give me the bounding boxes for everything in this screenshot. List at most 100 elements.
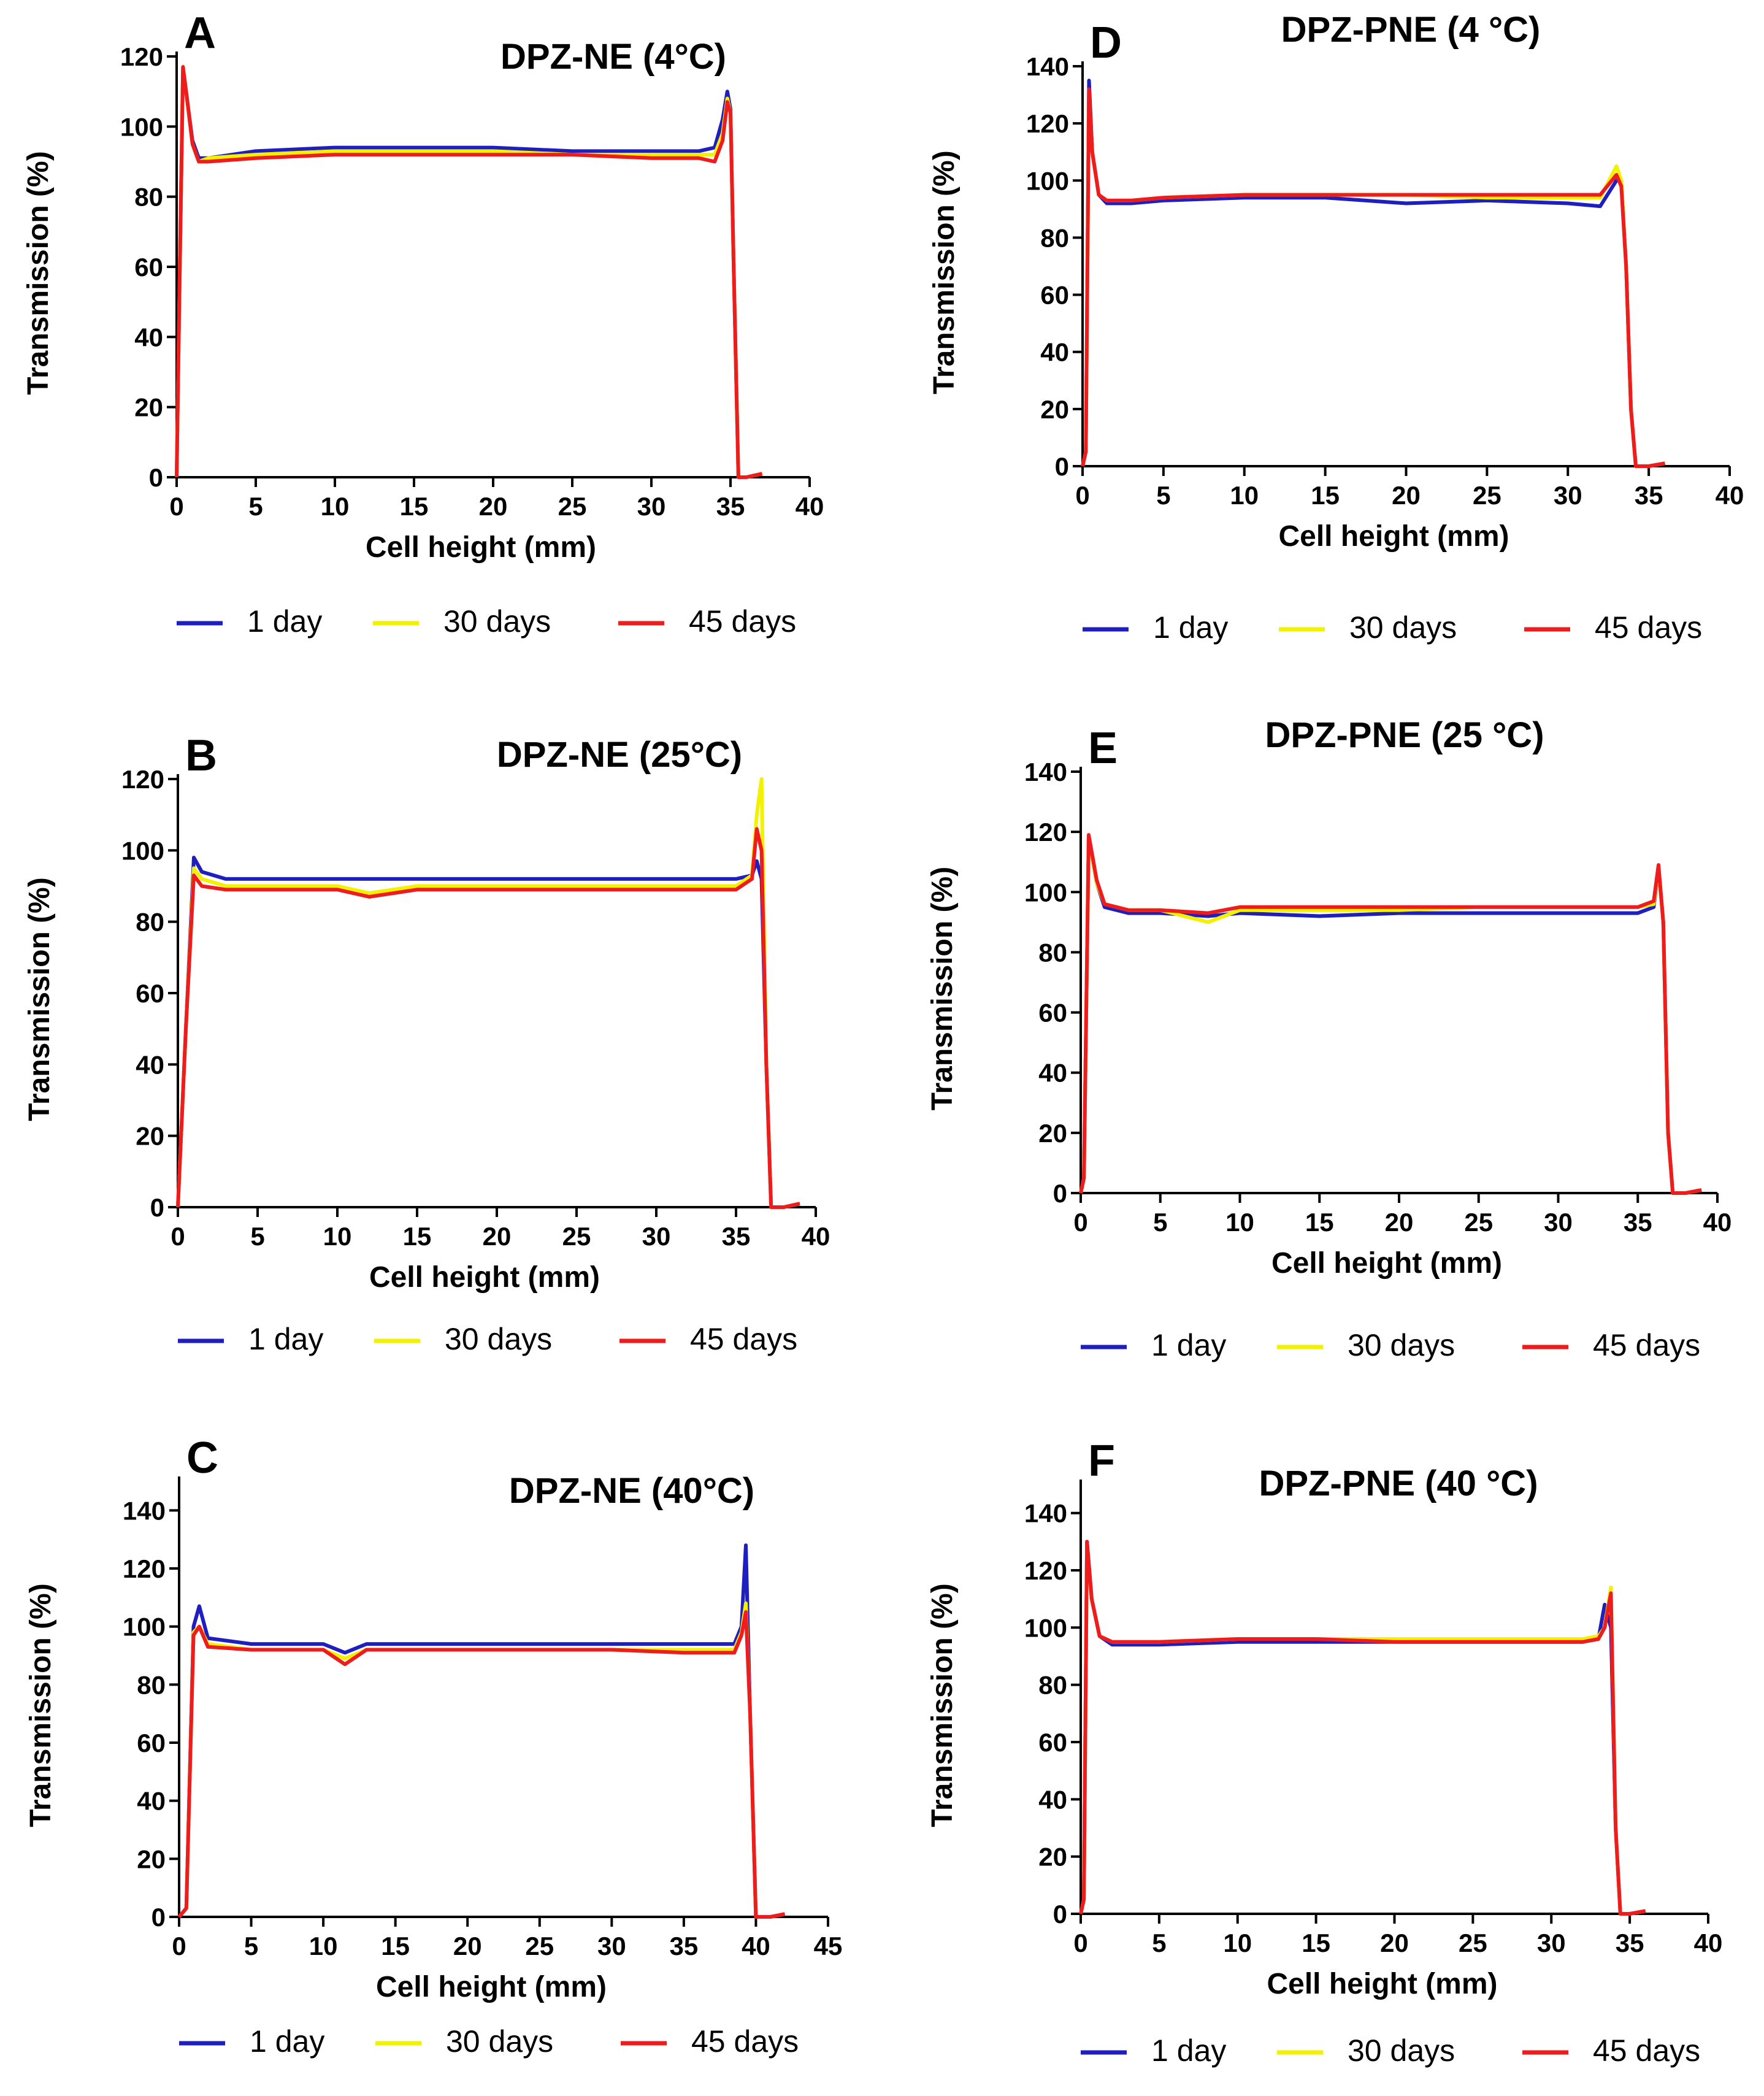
x-tick-label: 25 <box>562 1222 591 1251</box>
y-tick-label: 40 <box>1038 1785 1067 1814</box>
y-tick-label: 120 <box>1024 1556 1067 1585</box>
y-axis-label: Transmission (%) <box>23 877 56 1121</box>
y-tick-label: 20 <box>136 1122 164 1151</box>
x-tick-label: 35 <box>722 1222 751 1251</box>
y-tick-label: 140 <box>1024 758 1067 786</box>
legend-label: 30 days <box>1348 2033 1455 2068</box>
y-axis-label: Transmission (%) <box>926 1583 959 1827</box>
x-tick-label: 35 <box>716 492 745 521</box>
series-line-30-days <box>175 65 763 479</box>
series-line-1-day <box>175 72 763 479</box>
series-line-1-day <box>1079 836 1702 1195</box>
y-tick-label: 80 <box>1038 938 1067 967</box>
y-axis-label: Transmission (%) <box>926 867 959 1110</box>
panel-letter: A <box>184 9 216 58</box>
y-tick-label: 40 <box>134 323 163 351</box>
legend-label: 30 days <box>445 1322 552 1356</box>
series-line-1-day <box>1079 1540 1646 1916</box>
series-line-45-days <box>1079 833 1702 1195</box>
y-tick-label: 20 <box>1038 1119 1067 1148</box>
series-line-30-days <box>1079 836 1702 1195</box>
x-tick-label: 5 <box>244 1932 258 1960</box>
legend-label: 30 days <box>1348 1328 1455 1362</box>
legend-label: 1 day <box>1151 1328 1226 1362</box>
x-tick-label: 5 <box>248 492 263 521</box>
x-tick-label: 5 <box>1152 1929 1166 1957</box>
x-tick-label: 20 <box>1380 1929 1409 1957</box>
legend-label: 45 days <box>691 2024 799 2059</box>
x-tick-label: 0 <box>169 492 183 521</box>
y-tick-label: 80 <box>136 908 164 937</box>
y-tick-label: 80 <box>134 183 163 212</box>
x-tick-label: 20 <box>1385 1208 1414 1237</box>
y-tick-label: 60 <box>137 1729 166 1757</box>
chart-panel-a: 0 20 40 60 80 100 120 0 5 10 15 20 25 30 35 40 Cell heig… <box>22 9 824 639</box>
legend-label: 30 days <box>443 604 551 639</box>
y-tick-label: 100 <box>1024 878 1067 907</box>
legend-label: 30 days <box>446 2024 553 2059</box>
x-tick-label: 20 <box>1392 481 1421 510</box>
x-tick-label: 0 <box>1073 1929 1087 1957</box>
series-line-1-day <box>176 856 800 1209</box>
panel-letter: F <box>1088 1437 1115 1486</box>
y-tick-label: 120 <box>121 765 164 794</box>
x-tick-label: 20 <box>479 492 508 521</box>
x-tick-label: 30 <box>1554 481 1582 510</box>
x-tick-label: 15 <box>403 1222 432 1251</box>
x-tick-label: 25 <box>1473 481 1501 510</box>
y-tick-label: 20 <box>1040 395 1069 424</box>
y-tick-label: 40 <box>1038 1059 1067 1088</box>
x-tick-label: 10 <box>321 492 350 521</box>
x-tick-label: 35 <box>670 1932 699 1960</box>
x-axis-label: Cell height (mm) <box>1271 1247 1502 1280</box>
x-axis-label: Cell height (mm) <box>366 531 596 564</box>
y-tick-label: 80 <box>1040 223 1069 252</box>
legend-label: 1 day <box>250 2024 324 2059</box>
chart-panel-b: 0 20 40 60 80 100 120 0 5 10 15 20 25 30 35 40 Cell heig… <box>23 731 830 1356</box>
x-tick-label: 20 <box>453 1932 482 1960</box>
x-axis-label: Cell height (mm) <box>376 1971 607 2003</box>
y-tick-label: 40 <box>137 1787 166 1816</box>
y-tick-label: 100 <box>121 836 164 865</box>
y-tick-label: 100 <box>1024 1613 1067 1642</box>
y-axis-label: Transmission (%) <box>25 1583 57 1827</box>
x-tick-label: 30 <box>1544 1208 1573 1237</box>
chart-title: DPZ-NE (40°C) <box>509 1471 754 1511</box>
chart-title: DPZ-PNE (25 °C) <box>1265 715 1544 755</box>
x-axis-label: Cell height (mm) <box>1267 1968 1497 2000</box>
chart-title: DPZ-NE (25°C) <box>497 735 742 775</box>
x-axis-label: Cell height (mm) <box>1278 520 1509 553</box>
x-axis-label: Cell height (mm) <box>369 1261 600 1294</box>
y-tick-label: 120 <box>120 42 163 71</box>
x-tick-label: 25 <box>1459 1929 1487 1957</box>
x-tick-label: 40 <box>1694 1929 1723 1957</box>
y-tick-label: 100 <box>120 112 163 141</box>
chart-panel-d: 0 20 40 60 80 100 120 140 0 5 10 15 20 25 30 35 40 Cell h… <box>928 10 1744 645</box>
y-tick-label: 140 <box>1026 52 1069 81</box>
series-line-45-days <box>1079 1540 1646 1916</box>
x-tick-label: 30 <box>642 1222 671 1251</box>
series-line-45-days <box>1081 87 1666 468</box>
y-tick-label: 60 <box>1038 999 1067 1027</box>
x-tick-label: 15 <box>381 1932 410 1960</box>
series-line-1-day <box>177 1543 786 1919</box>
series-line-1-day <box>1081 79 1666 468</box>
legend-label: 1 day <box>1153 610 1228 645</box>
panel-letter: C <box>186 1434 218 1483</box>
panel-letter: B <box>185 731 217 780</box>
x-tick-label: 40 <box>796 492 824 521</box>
x-tick-label: 0 <box>171 1222 185 1251</box>
series-line-30-days <box>1079 1545 1646 1916</box>
x-tick-label: 0 <box>1075 481 1089 510</box>
legend-label: 1 day <box>1151 2033 1226 2068</box>
x-tick-label: 45 <box>814 1932 843 1960</box>
y-tick-label: 120 <box>123 1554 166 1583</box>
series-line-45-days <box>175 65 763 479</box>
y-tick-label: 60 <box>136 979 164 1008</box>
y-tick-label: 120 <box>1026 109 1069 138</box>
legend-label: 30 days <box>1349 610 1457 645</box>
y-tick-label: 80 <box>1038 1671 1067 1700</box>
x-tick-label: 25 <box>1464 1208 1493 1237</box>
chart-panel-c: 0 20 40 60 80 100 120 140 0 5 10 15 20 25 30 35 40 45 Cell… <box>25 1434 842 2059</box>
